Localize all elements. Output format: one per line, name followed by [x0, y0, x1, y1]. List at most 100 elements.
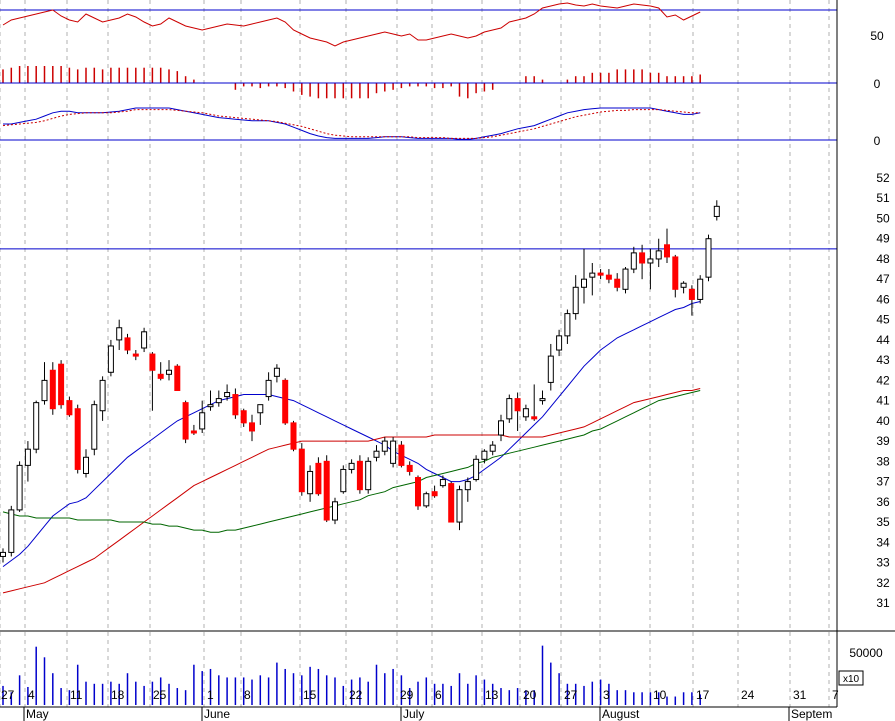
date-tick-label: 29 [400, 688, 414, 702]
price-tick-label: 40 [876, 414, 890, 428]
price-tick-label: 42 [876, 373, 890, 387]
price-tick-label: 39 [876, 434, 890, 448]
oscillator-2-tick-label: 0 [874, 134, 881, 148]
candlestick [307, 465, 314, 502]
date-tick-label: 22 [349, 688, 363, 702]
candle-body [639, 252, 646, 264]
candlestick [672, 254, 679, 298]
candlestick [514, 392, 521, 431]
candlestick [215, 390, 222, 407]
price-tick-label: 34 [876, 535, 890, 549]
candle-body [199, 412, 206, 430]
candle-body [381, 440, 388, 452]
candlestick [99, 376, 106, 421]
price-tick-label: 49 [876, 232, 890, 246]
candlestick [265, 372, 272, 401]
histogram-tick-label: 0 [874, 77, 881, 91]
candle-body [166, 369, 172, 375]
candle-body [655, 250, 662, 260]
date-tick-label: 18 [111, 688, 125, 702]
candle-body [240, 410, 247, 424]
date-tick-label: 25 [153, 688, 167, 702]
candlestick [249, 414, 255, 442]
price-tick-label: 45 [876, 313, 890, 327]
candle-body [182, 402, 189, 440]
candlestick [290, 420, 297, 452]
date-tick-label: 24 [741, 688, 755, 702]
oscillator-1-tick-label: 50 [870, 29, 884, 43]
candle-body [531, 416, 538, 420]
volume-panel: 50000 x10 [0, 630, 895, 705]
candle-body [232, 394, 239, 416]
price-tick-label: 50 [876, 211, 890, 225]
candle-body [373, 450, 380, 458]
candle-body [132, 353, 139, 357]
moving-average-long-line [2, 390, 701, 533]
month-label: Septem [791, 707, 832, 721]
date-tick-label: 17 [696, 688, 710, 702]
date-tick-label: 15 [303, 688, 317, 702]
oscillator-2-main-line [3, 107, 701, 140]
date-tick-label: 20 [523, 688, 537, 702]
candle-body [0, 551, 6, 557]
candlestick [605, 269, 612, 284]
price-tick-label: 51 [876, 191, 890, 205]
candlestick [705, 234, 712, 282]
volume-multiplier-label: x10 [843, 674, 860, 685]
candle-body [622, 268, 629, 290]
candle-body [49, 369, 56, 410]
candle-body [74, 408, 81, 470]
date-tick-label: 3 [603, 688, 610, 702]
candle-body [265, 379, 272, 398]
candlestick [74, 404, 81, 474]
price-tick-label: 36 [876, 495, 890, 509]
candlestick [664, 228, 670, 263]
candlestick [655, 238, 662, 268]
candlestick [149, 352, 156, 411]
candlestick [464, 477, 471, 502]
date-tick-label: 13 [485, 688, 499, 702]
candlestick [473, 455, 480, 482]
oscillator-2-signal-line [2, 109, 701, 139]
candle-body [589, 272, 596, 278]
candlestick [356, 455, 363, 494]
candlestick [124, 333, 131, 355]
candle-body [581, 278, 587, 288]
candlestick [365, 457, 372, 494]
oscillator-1-panel: 50 [0, 2, 884, 47]
candle-body [406, 464, 413, 472]
candle-body [431, 491, 438, 497]
vertical-gridlines [0, 0, 830, 707]
candle-body [597, 272, 604, 276]
candlestick [456, 485, 463, 531]
candle-body [207, 404, 214, 408]
date-tick-label: 27 [1, 688, 15, 702]
volume-tick-label: 50000 [849, 646, 883, 660]
date-tick-label: 7 [832, 688, 839, 702]
candle-body [66, 400, 73, 416]
candlestick [522, 404, 529, 421]
candle-body [249, 422, 255, 432]
candlestick [381, 437, 388, 456]
candle-body [365, 460, 372, 491]
candlestick [697, 275, 704, 304]
candlestick [8, 505, 15, 557]
candlestick [348, 459, 355, 474]
date-tick-label: 10 [653, 688, 667, 702]
price-tick-label: 46 [876, 292, 890, 306]
candlestick [506, 394, 513, 423]
oscillator-2-panel: 0 [0, 107, 881, 148]
month-label: May [26, 707, 49, 721]
candle-body [83, 456, 89, 474]
candle-body [390, 440, 397, 464]
candlestick [132, 350, 139, 361]
candle-body [498, 420, 504, 436]
candlestick [240, 408, 247, 427]
month-label: July [403, 707, 424, 721]
candle-body [8, 509, 15, 553]
price-tick-label: 43 [876, 353, 890, 367]
price-tick-label: 33 [876, 556, 890, 570]
candle-body [190, 430, 197, 434]
date-tick-label: 8 [244, 688, 251, 702]
price-tick-label: 47 [876, 272, 890, 286]
